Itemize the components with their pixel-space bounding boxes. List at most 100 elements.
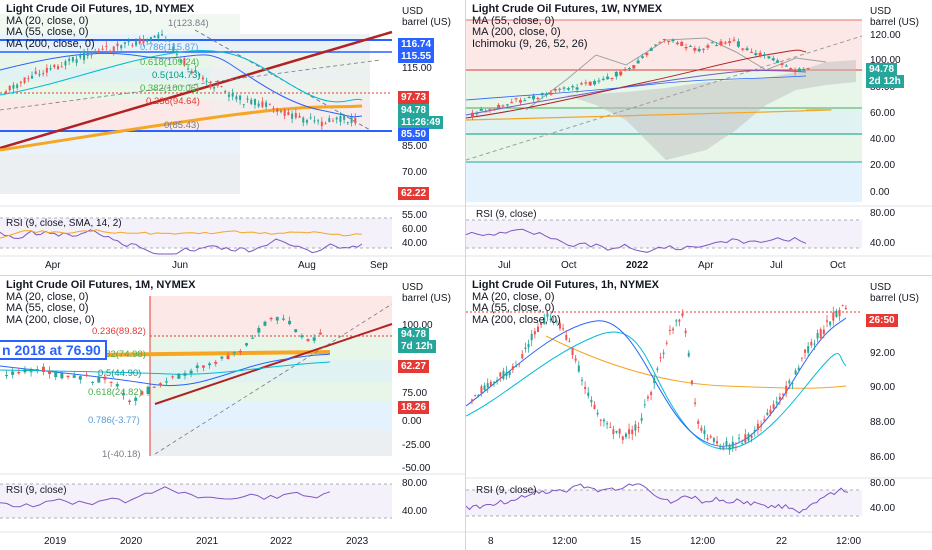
rsi-label[interactable]: RSI (9, close, SMA, 14, 2) [6, 218, 122, 229]
indicator-label[interactable]: MA (20, close, 0) [472, 290, 555, 303]
rsi-label[interactable]: RSI (9, close) [476, 485, 537, 496]
fib-level-label: 0.236(89.82) [92, 326, 146, 337]
chart-pane-1w[interactable]: Light Crude Oil Futures, 1W, NYMEX MA (5… [466, 0, 932, 275]
candle-body [291, 113, 294, 119]
y-axis-tick: 115.00 [402, 63, 432, 74]
note-annotation[interactable]: n 2018 at 76.90 [0, 340, 107, 360]
candle-body [780, 63, 784, 65]
candle-body [492, 109, 496, 111]
candle-body [261, 101, 264, 107]
candle-body [94, 53, 97, 55]
candle-body [681, 313, 684, 317]
indicator-label[interactable]: MA (20, close, 0) [6, 290, 89, 303]
candle-body [684, 47, 688, 49]
chart-pane-1m[interactable]: Light Crude Oil Futures, 1M, NYMEX MA (2… [0, 276, 465, 550]
rsi-tick: 80.00 [870, 208, 896, 219]
x-axis-tick: 2022 [626, 260, 649, 271]
x-axis-tick: 2022 [270, 536, 293, 547]
indicator-label[interactable]: MA (200, close, 0) [472, 313, 561, 326]
y-axis-tick: 100.00 [402, 320, 433, 331]
indicator-label[interactable]: MA (200, close, 0) [6, 313, 95, 326]
indicator-label[interactable]: Ichimoku (9, 26, 52, 26) [472, 37, 588, 50]
rsi-tick: 40.00 [870, 238, 896, 249]
chart-legend: Light Crude Oil Futures, 1h, NYMEX MA (2… [472, 279, 659, 326]
indicator-label[interactable]: MA (55, close, 0) [472, 14, 555, 27]
candle-body [524, 347, 527, 349]
candle-body [747, 433, 750, 441]
candle-body [791, 383, 794, 385]
candle-body [778, 396, 781, 400]
candle-body [257, 103, 260, 107]
candle-body [489, 381, 492, 387]
candle-body [545, 94, 549, 96]
candle-body [687, 352, 690, 357]
chart-canvas-1h[interactable] [466, 276, 932, 550]
candle-body [140, 391, 144, 395]
candle-body [245, 343, 248, 346]
candle-body [66, 375, 70, 378]
candle-body [302, 117, 305, 123]
rsi-tick: 40.00 [402, 506, 428, 517]
indicator-label[interactable]: MA (200, close, 0) [6, 37, 95, 50]
candle-body [571, 347, 574, 356]
chart-pane-1d[interactable]: Light Crude Oil Futures, 1D, NYMEX MA (2… [0, 0, 465, 275]
pane-divider-horizontal[interactable] [0, 275, 932, 276]
candle-body [697, 421, 700, 424]
candle-body [91, 381, 95, 383]
candle-body [719, 41, 723, 46]
candle-body [324, 123, 327, 125]
chart-canvas-1w[interactable] [466, 0, 932, 275]
candle-body [521, 354, 524, 359]
candle-body [577, 365, 580, 372]
candle-body [579, 83, 583, 85]
candle-body [672, 328, 675, 331]
candle-body [194, 70, 197, 72]
fib-level-label: 0.786(115.87) [140, 42, 199, 53]
candle-body [318, 332, 322, 335]
candle-body [736, 41, 740, 47]
chart-legend: Light Crude Oil Futures, 1M, NYMEX MA (2… [6, 279, 195, 326]
candle-body [807, 346, 810, 353]
indicator-label[interactable]: MA (55, close, 0) [472, 302, 555, 314]
chart-pane-1h[interactable]: Light Crude Oil Futures, 1h, NYMEX MA (2… [466, 276, 932, 550]
candle-body [694, 402, 697, 404]
indicator-label[interactable]: MA (200, close, 0) [472, 26, 561, 38]
candle-body [709, 436, 712, 438]
candle-body [298, 115, 301, 118]
candle-body [226, 355, 230, 360]
indicator-label[interactable]: MA (55, close, 0) [6, 302, 89, 314]
candle-body [555, 320, 558, 322]
candle-body [8, 85, 11, 91]
candle-body [758, 52, 762, 57]
rsi-label[interactable]: RSI (9, close) [6, 485, 67, 496]
candle-body [785, 385, 788, 394]
candle-body [208, 363, 212, 366]
candle-body [514, 366, 517, 368]
candle-body [596, 412, 599, 415]
rsi-label[interactable]: RSI (9, close) [476, 209, 537, 220]
candle-body [675, 42, 679, 45]
candle-body [496, 380, 499, 382]
candle-body [530, 333, 533, 341]
indicator-label[interactable]: MA (20, close, 0) [6, 14, 89, 27]
candle-body [214, 361, 218, 364]
candle-body [546, 313, 549, 318]
candle-body [35, 369, 39, 371]
candle-body [183, 373, 187, 376]
candle-body [48, 370, 52, 375]
candle-body [653, 378, 656, 384]
candle-body [161, 34, 164, 36]
indicator-label[interactable]: MA (55, close, 0) [6, 26, 89, 38]
candle-body [702, 48, 706, 50]
candle-body [760, 425, 763, 427]
candle-body [684, 330, 687, 334]
candle-body [775, 401, 778, 404]
chart-canvas-1m[interactable] [0, 276, 465, 550]
candle-body [527, 97, 531, 99]
chart-canvas-1d[interactable] [0, 0, 465, 275]
candle-body [250, 99, 253, 105]
candle-body [606, 76, 610, 80]
candle-body [331, 120, 334, 122]
y-axis-tick: 20.00 [870, 160, 896, 171]
candle-body [767, 56, 771, 59]
